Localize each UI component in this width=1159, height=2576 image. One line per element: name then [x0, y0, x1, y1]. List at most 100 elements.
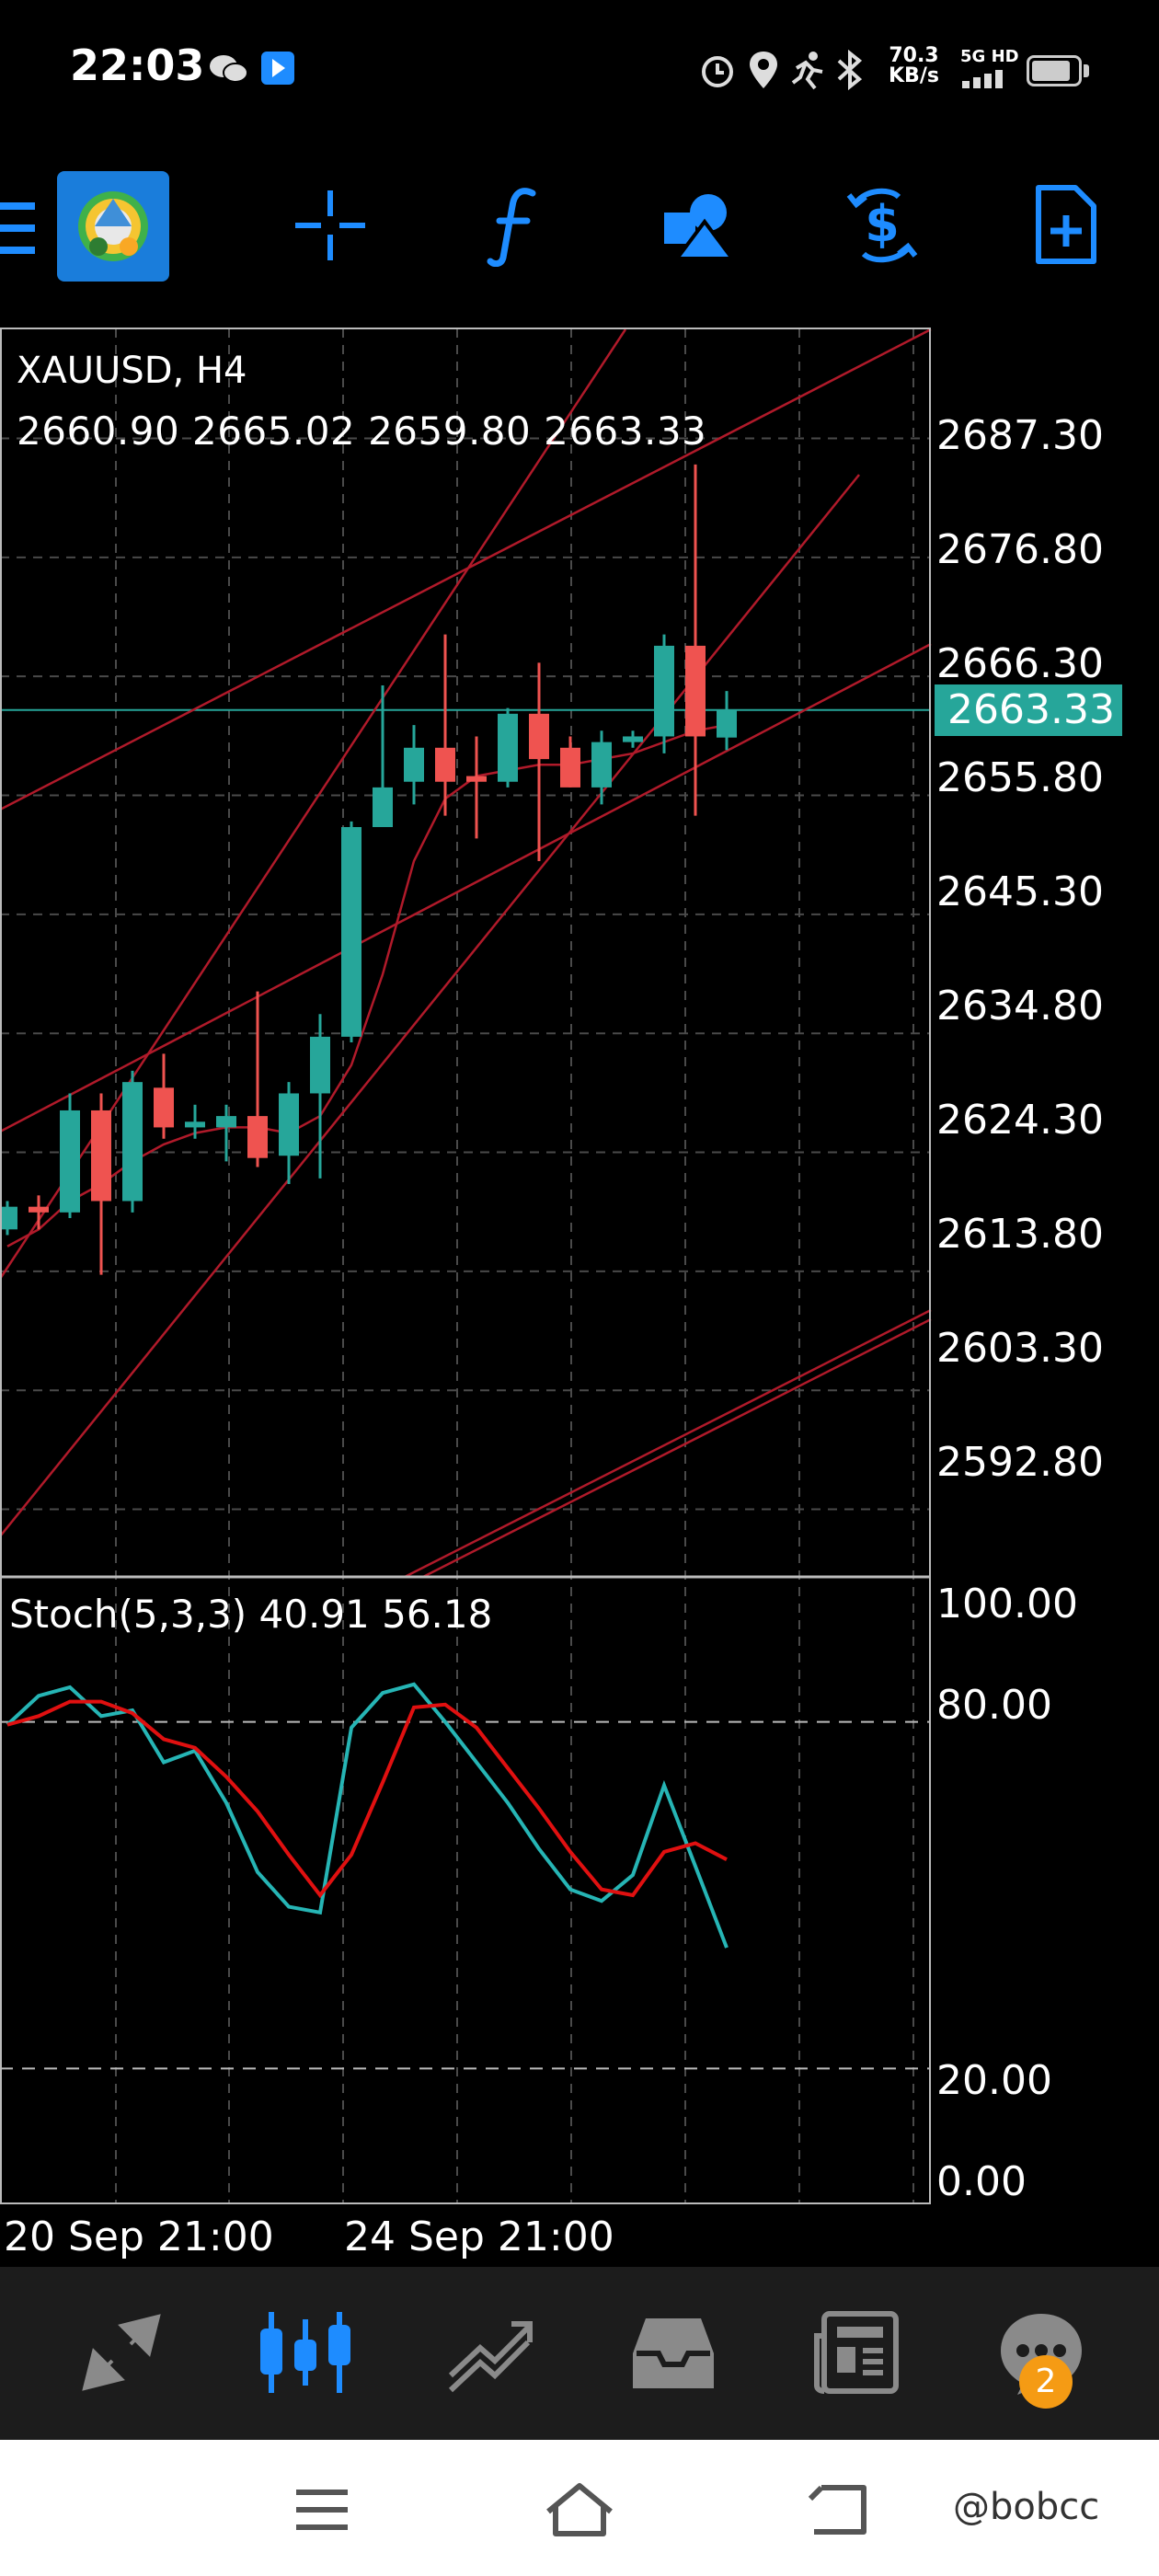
moving-average-line	[6, 723, 728, 1248]
price-axis-label: 2645.30	[936, 868, 1104, 915]
crosshair-icon	[295, 190, 365, 260]
stoch-level-label: 80.00	[936, 1682, 1052, 1729]
candle-body	[529, 713, 549, 760]
chat-unread-badge: 2	[1019, 2355, 1073, 2409]
stoch-level-label: 20.00	[936, 2057, 1052, 2104]
candle-body	[60, 1110, 80, 1213]
nav-chart[interactable]	[250, 2293, 361, 2412]
history-icon	[633, 2318, 714, 2388]
menu-icon[interactable]	[0, 201, 37, 256]
time-axis-label: 20 Sep 21:00	[4, 2214, 274, 2260]
candle-body	[623, 736, 643, 742]
candle-body	[0, 1206, 17, 1230]
nav-history[interactable]	[618, 2293, 729, 2412]
battery-tip	[1084, 64, 1089, 77]
indicator-function-icon	[487, 188, 536, 267]
candle-body	[466, 776, 487, 782]
candle-body	[717, 710, 737, 738]
crosshair-button[interactable]	[280, 170, 381, 281]
status-time: 22:03	[70, 40, 205, 90]
objects-shapes-icon	[664, 194, 736, 260]
stoch-level-label: 100.00	[936, 1581, 1078, 1627]
watermark: @bobcc	[953, 2486, 1100, 2528]
news-icon	[814, 2311, 899, 2394]
candle-body	[310, 1036, 330, 1094]
battery-icon	[1027, 55, 1082, 86]
price-axis-label: 2676.80	[936, 526, 1104, 573]
location-icon	[750, 52, 777, 88]
trend-line	[0, 642, 932, 1133]
trade-icon	[448, 2321, 533, 2393]
candle-body	[279, 1093, 299, 1156]
network-speed: 70.3 KB/s	[889, 46, 939, 86]
chart-icon	[260, 2312, 350, 2393]
stochastic-label: Stoch(5,3,3) 40.91 56.18	[9, 1592, 493, 1637]
candle-body	[341, 827, 361, 1037]
candle-body	[247, 1116, 268, 1158]
trade-dollar-icon: $	[846, 188, 918, 263]
price-chart[interactable]	[0, 0, 1159, 2263]
trend-line	[0, 474, 860, 1537]
trade-button[interactable]: $	[832, 170, 933, 281]
chart-symbol: XAUUSD, H4	[17, 350, 247, 392]
candle-body	[29, 1206, 49, 1213]
trend-line	[422, 1317, 932, 1579]
network-speed-unit: KB/s	[889, 64, 939, 87]
signal-icon	[962, 70, 1003, 88]
price-axis-label: 2666.30	[936, 640, 1104, 687]
price-axis-label: 2655.80	[936, 754, 1104, 801]
candle-body	[654, 645, 674, 737]
candle-body	[560, 747, 580, 788]
trend-line	[404, 1308, 932, 1579]
system-menu-button[interactable]	[276, 2466, 368, 2554]
new-order-button[interactable]	[1016, 170, 1117, 281]
system-home-button[interactable]	[534, 2466, 625, 2554]
candle-body	[404, 747, 424, 782]
price-axis-label: 2613.80	[936, 1211, 1104, 1258]
battery-level	[1032, 61, 1070, 81]
bluetooth-icon	[837, 50, 863, 90]
candle-body	[185, 1121, 205, 1128]
stoch-level-label: 0.00	[936, 2158, 1027, 2205]
wechat-icon	[210, 55, 248, 83]
system-navigation-bar	[0, 2440, 1159, 2576]
price-axis-label: 2634.80	[936, 983, 1104, 1029]
nav-trade[interactable]	[434, 2293, 545, 2412]
price-axis-label: 2592.80	[936, 1439, 1104, 1486]
svg-text:$: $	[865, 195, 900, 253]
candle-body	[373, 787, 393, 827]
stoch-signal-line	[6, 1699, 728, 1899]
network-speed-value: 70.3	[889, 44, 939, 67]
trend-line	[0, 328, 932, 811]
home-icon	[546, 2483, 613, 2536]
candle-body	[91, 1110, 111, 1202]
alarm-icon	[702, 56, 733, 87]
metatrader-logo[interactable]	[57, 171, 169, 282]
back-icon	[808, 2485, 866, 2535]
app-notification-icon	[261, 52, 294, 85]
ohlc-values: 2660.90 2665.02 2659.80 2663.33	[17, 408, 707, 454]
activity-icon	[791, 52, 823, 90]
new-order-document-icon	[1036, 185, 1096, 264]
candle-body	[122, 1082, 143, 1202]
bottom-navigation	[0, 2267, 1159, 2440]
candle-body	[498, 713, 518, 782]
objects-button[interactable]	[648, 170, 749, 281]
candle-body	[591, 742, 612, 788]
candle-body	[435, 747, 455, 782]
current-price-tag: 2663.33	[935, 684, 1122, 736]
menu-icon	[296, 2490, 348, 2530]
candle-body	[685, 645, 706, 737]
nav-quotes[interactable]	[66, 2293, 177, 2412]
candle-body	[216, 1116, 236, 1128]
time-axis-label: 24 Sep 21:00	[344, 2214, 614, 2260]
price-axis-label: 2624.30	[936, 1097, 1104, 1144]
price-axis-label: 2603.30	[936, 1325, 1104, 1372]
quotes-icon	[82, 2314, 161, 2391]
indicators-button[interactable]	[464, 170, 565, 281]
candle-body	[154, 1087, 174, 1128]
network-type-tag: 5G HD	[960, 47, 1019, 66]
system-back-button[interactable]	[791, 2466, 883, 2554]
nav-news[interactable]	[802, 2293, 912, 2412]
price-axis-label: 2687.30	[936, 412, 1104, 459]
